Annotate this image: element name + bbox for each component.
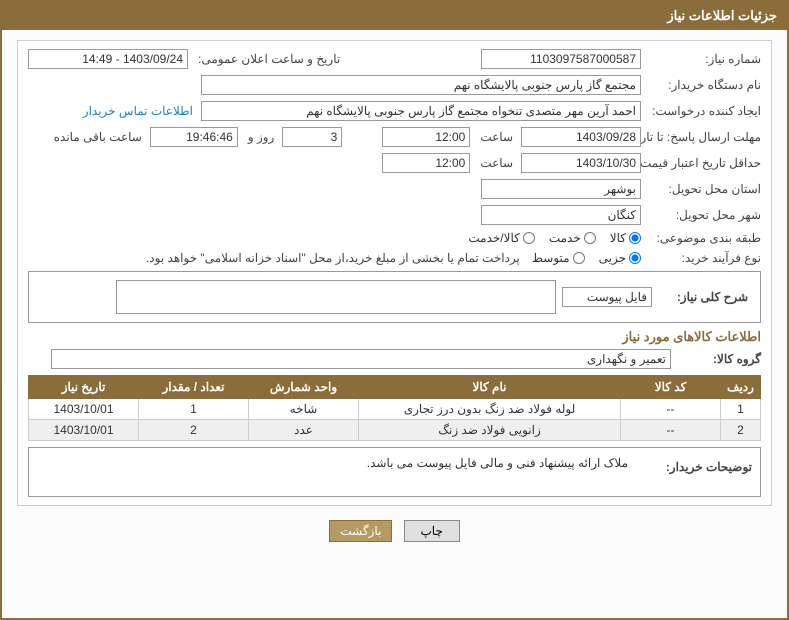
th-qty: تعداد / مقدار [139, 376, 249, 399]
value-days-remain: 3 [282, 127, 342, 147]
radio-goods-label: کالا [610, 231, 626, 245]
box-general-desc: شرح کلی نیاز: فایل پیوست [28, 271, 761, 323]
label-validity-hour: ساعت [476, 156, 513, 170]
th-date: تاریخ نیاز [29, 376, 139, 399]
cell-qty: 1 [139, 399, 249, 420]
label-deadline-hour: ساعت [476, 130, 513, 144]
label-need-no: شماره نیاز: [641, 52, 761, 66]
radio-service-label: خدمت [549, 231, 581, 245]
details-panel: شماره نیاز: 1103097587000587 تاریخ و ساع… [17, 40, 772, 506]
value-group: تعمیر و نگهداری [51, 349, 671, 369]
buyer-notes-box: توضیحات خریدار: ملاک ارائه پیشنهاد فنی و… [28, 447, 761, 497]
print-button[interactable]: چاپ [404, 520, 460, 542]
row-validity: حداقل تاریخ اعتبار قیمت: تا تاریخ: 1403/… [28, 153, 761, 173]
value-validity-date: 1403/10/30 [521, 153, 641, 173]
attachment-chip[interactable]: فایل پیوست [562, 287, 652, 307]
goods-table: ردیف کد کالا نام کالا واحد شمارش تعداد /… [28, 375, 761, 441]
radio-medium[interactable] [573, 252, 585, 264]
header-title: جزئیات اطلاعات نیاز [667, 8, 777, 23]
radio-small[interactable] [629, 252, 641, 264]
radio-item-small[interactable]: جزیی [599, 251, 641, 265]
cell-date: 1403/10/01 [29, 420, 139, 441]
cell-code: -- [621, 420, 721, 441]
label-validity: حداقل تاریخ اعتبار قیمت: تا تاریخ: [641, 156, 761, 170]
label-buyer-org: نام دستگاه خریدار: [641, 78, 761, 92]
content: شماره نیاز: 1103097587000587 تاریخ و ساع… [2, 30, 787, 552]
label-city: شهر محل تحویل: [641, 208, 761, 222]
textarea-general-desc[interactable] [116, 280, 556, 314]
radio-group-process: جزیی متوسط [532, 251, 641, 265]
value-validity-time: 12:00 [382, 153, 470, 173]
label-province: استان محل تحویل: [641, 182, 761, 196]
row-creator: ایجاد کننده درخواست: احمد آرین مهر متصدی… [28, 101, 761, 121]
row-group: گروه کالا: تعمیر و نگهداری [28, 349, 761, 369]
th-code: کد کالا [621, 376, 721, 399]
title-goods-info: اطلاعات کالاهای مورد نیاز [28, 329, 761, 345]
value-buyer-notes: ملاک ارائه پیشنهاد فنی و مالی فایل پیوست… [37, 454, 632, 472]
cell-row: 1 [721, 399, 761, 420]
value-deadline-time: 12:00 [382, 127, 470, 147]
cell-unit: عدد [249, 420, 359, 441]
table-row: 2 -- زانویی فولاد ضد زنگ عدد 2 1403/10/0… [29, 420, 761, 441]
row-city: شهر محل تحویل: کنگان [28, 205, 761, 225]
label-buyer-notes: توضیحات خریدار: [632, 454, 752, 474]
footer: چاپ بازگشت [17, 520, 772, 542]
value-city: کنگان [481, 205, 641, 225]
row-buyer-org: نام دستگاه خریدار: مجتمع گاز پارس جنوبی … [28, 75, 761, 95]
cell-name: زانویی فولاد ضد زنگ [359, 420, 621, 441]
radio-item-goods[interactable]: کالا [610, 231, 641, 245]
label-deadline: مهلت ارسال پاسخ: تا تاریخ: [641, 130, 761, 144]
label-announce: تاریخ و ساعت اعلان عمومی: [194, 52, 340, 66]
value-buyer-org: مجتمع گاز پارس جنوبی پالایشگاه نهم [201, 75, 641, 95]
cell-qty: 2 [139, 420, 249, 441]
radio-goods[interactable] [629, 232, 641, 244]
th-row: ردیف [721, 376, 761, 399]
value-deadline-date: 1403/09/28 [521, 127, 641, 147]
table-row: 1 -- لوله فولاد ضد زنگ بدون درز تجاری شا… [29, 399, 761, 420]
row-need-no: شماره نیاز: 1103097587000587 تاریخ و ساع… [28, 49, 761, 69]
radio-service[interactable] [584, 232, 596, 244]
value-time-remain: 19:46:46 [150, 127, 238, 147]
row-process: نوع فرآیند خرید: جزیی متوسط پرداخت تمام … [28, 251, 761, 265]
radio-medium-label: متوسط [532, 251, 570, 265]
radio-item-medium[interactable]: متوسط [532, 251, 585, 265]
cell-unit: شاخه [249, 399, 359, 420]
radio-both-label: کالا/خدمت [468, 231, 519, 245]
back-button[interactable]: بازگشت [329, 520, 392, 542]
label-category: طبقه بندی موضوعی: [641, 231, 761, 245]
th-unit: واحد شمارش [249, 376, 359, 399]
row-category: طبقه بندی موضوعی: کالا خدمت کالا/خدمت [28, 231, 761, 245]
cell-code: -- [621, 399, 721, 420]
table-header-row: ردیف کد کالا نام کالا واحد شمارش تعداد /… [29, 376, 761, 399]
radio-group-category: کالا خدمت کالا/خدمت [468, 231, 641, 245]
label-days-unit: روز و [244, 130, 275, 144]
cell-date: 1403/10/01 [29, 399, 139, 420]
process-note: پرداخت تمام یا بخشی از مبلغ خرید،از محل … [146, 251, 520, 265]
value-province: بوشهر [481, 179, 641, 199]
value-creator: احمد آرین مهر متصدی تنخواه مجتمع گاز پار… [201, 101, 641, 121]
label-group: گروه کالا: [671, 352, 761, 366]
value-need-no: 1103097587000587 [481, 49, 641, 69]
label-time-unit: ساعت باقی مانده [50, 130, 142, 144]
radio-both[interactable] [523, 232, 535, 244]
radio-item-both[interactable]: کالا/خدمت [468, 231, 534, 245]
label-creator: ایجاد کننده درخواست: [641, 104, 761, 118]
th-name: نام کالا [359, 376, 621, 399]
row-deadline: مهلت ارسال پاسخ: تا تاریخ: 1403/09/28 سا… [28, 127, 761, 147]
cell-row: 2 [721, 420, 761, 441]
radio-small-label: جزیی [599, 251, 626, 265]
row-province: استان محل تحویل: بوشهر [28, 179, 761, 199]
cell-name: لوله فولاد ضد زنگ بدون درز تجاری [359, 399, 621, 420]
window: جزئیات اطلاعات نیاز AriaTender.net شماره… [0, 0, 789, 620]
label-process: نوع فرآیند خرید: [641, 251, 761, 265]
radio-item-service[interactable]: خدمت [549, 231, 596, 245]
value-announce: 1403/09/24 - 14:49 [28, 49, 188, 69]
label-general-desc: شرح کلی نیاز: [658, 290, 748, 304]
header-bar: جزئیات اطلاعات نیاز [2, 2, 787, 30]
link-buyer-contact[interactable]: اطلاعات تماس خریدار [83, 104, 193, 118]
